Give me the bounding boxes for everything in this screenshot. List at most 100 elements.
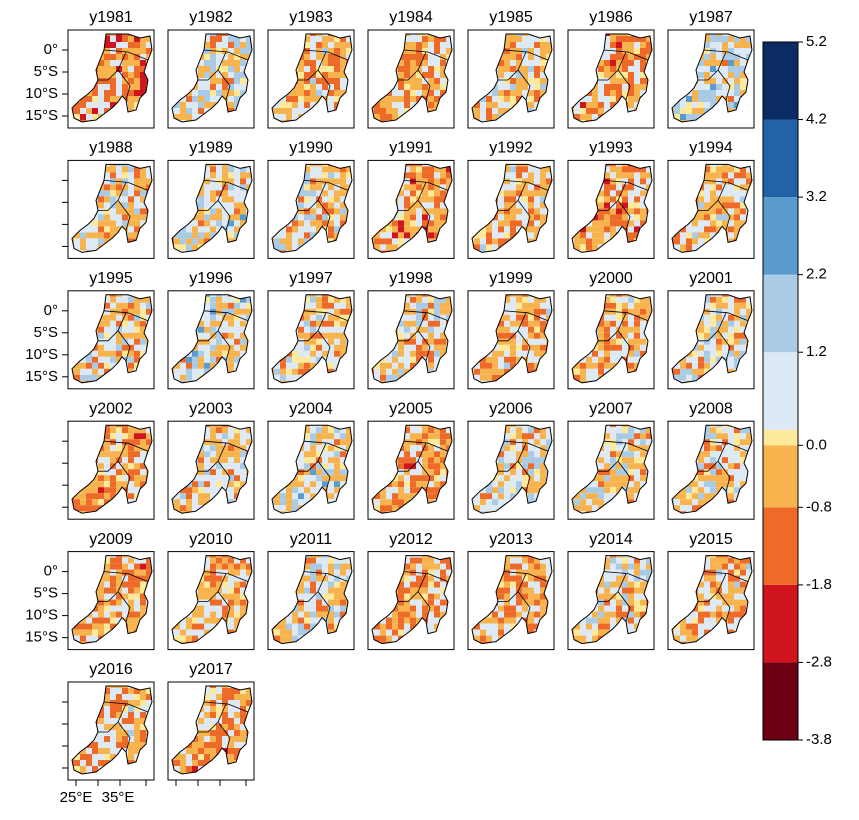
map-cell <box>228 339 234 345</box>
panel-title: y1982 <box>189 9 233 26</box>
map-cell <box>98 196 104 202</box>
map-cell <box>328 36 334 42</box>
map-cell <box>304 226 310 232</box>
map-cell <box>668 196 674 202</box>
map-cell <box>168 303 174 309</box>
map-cell <box>74 126 80 132</box>
map-cell <box>252 172 258 178</box>
map-cell <box>652 72 658 78</box>
map-cell <box>86 375 92 381</box>
map-cell <box>128 232 134 238</box>
map-cell <box>580 196 586 202</box>
map-cell <box>474 369 480 375</box>
map-cell <box>510 381 516 387</box>
map-cell <box>428 327 434 333</box>
map-cell <box>386 178 392 184</box>
map-cell <box>410 345 416 351</box>
map-cell <box>734 78 740 84</box>
panel-title: y1995 <box>89 270 133 287</box>
map-cell <box>234 48 240 54</box>
map-cell <box>610 96 616 102</box>
map-cell <box>334 126 340 132</box>
map-cell <box>728 60 734 66</box>
map-cell <box>68 72 74 78</box>
map-cell <box>410 381 416 387</box>
map-cell <box>216 339 222 345</box>
map-cell <box>110 291 116 297</box>
map-cell <box>574 214 580 220</box>
map-cell <box>316 256 322 262</box>
map: 0°5°S10°S15°S <box>25 291 158 393</box>
map-cell <box>386 327 392 333</box>
map-cell <box>210 381 216 387</box>
map-cell <box>568 184 574 190</box>
map-cell <box>552 244 558 250</box>
map-cell <box>434 114 440 120</box>
map-cell <box>680 102 686 108</box>
map-cell <box>598 232 604 238</box>
map-cell <box>422 60 428 66</box>
map-fill <box>468 30 558 132</box>
map-cell <box>368 202 374 208</box>
map-cell <box>710 114 716 120</box>
map-cell <box>440 178 446 184</box>
map-cell <box>128 244 134 250</box>
map-cell <box>568 333 574 339</box>
map-cell <box>710 226 716 232</box>
map-cell <box>310 208 316 214</box>
map-cell <box>310 114 316 120</box>
map-cell <box>110 126 116 132</box>
map-cell <box>380 387 386 393</box>
map-cell <box>510 345 516 351</box>
map-cell <box>446 226 452 232</box>
map-cell <box>452 42 458 48</box>
map-cell <box>486 369 492 375</box>
map-cell <box>452 363 458 369</box>
map-cell <box>668 60 674 66</box>
map-cell <box>568 256 574 262</box>
map-cell <box>440 108 446 114</box>
map-cell <box>686 256 692 262</box>
map-cell <box>752 232 758 238</box>
map-cell <box>434 208 440 214</box>
map-cell <box>216 291 222 297</box>
map-cell <box>240 381 246 387</box>
map-cell <box>410 196 416 202</box>
map-cell <box>140 339 146 345</box>
map-cell <box>74 90 80 96</box>
map-cell <box>410 90 416 96</box>
map-cell <box>504 375 510 381</box>
map-cell <box>552 381 558 387</box>
map-cell <box>498 232 504 238</box>
map-cell <box>498 166 504 172</box>
map-cell <box>268 166 274 172</box>
map-cell <box>340 60 346 66</box>
map-cell <box>168 256 174 262</box>
map-cell <box>274 36 280 42</box>
map-cell <box>98 72 104 78</box>
map-cell <box>68 357 74 363</box>
map-cell <box>610 120 616 126</box>
map-cell <box>634 90 640 96</box>
map-cell <box>704 214 710 220</box>
map-cell <box>510 184 516 190</box>
map-cell <box>622 66 628 72</box>
map-fill <box>368 160 458 262</box>
map-cell <box>340 387 346 393</box>
map-cell <box>252 238 258 244</box>
map-cell <box>152 120 158 126</box>
map-cell <box>416 166 422 172</box>
map-cell <box>422 126 428 132</box>
map-cell <box>486 184 492 190</box>
map-cell <box>274 48 280 54</box>
map-cell <box>410 42 416 48</box>
map-cell <box>740 178 746 184</box>
map-cell <box>304 315 310 321</box>
map-fill <box>568 30 658 132</box>
map-cell <box>334 327 340 333</box>
map-cell <box>640 232 646 238</box>
map-cell <box>304 345 310 351</box>
map-cell <box>122 126 128 132</box>
map-cell <box>234 369 240 375</box>
map-cell <box>534 339 540 345</box>
